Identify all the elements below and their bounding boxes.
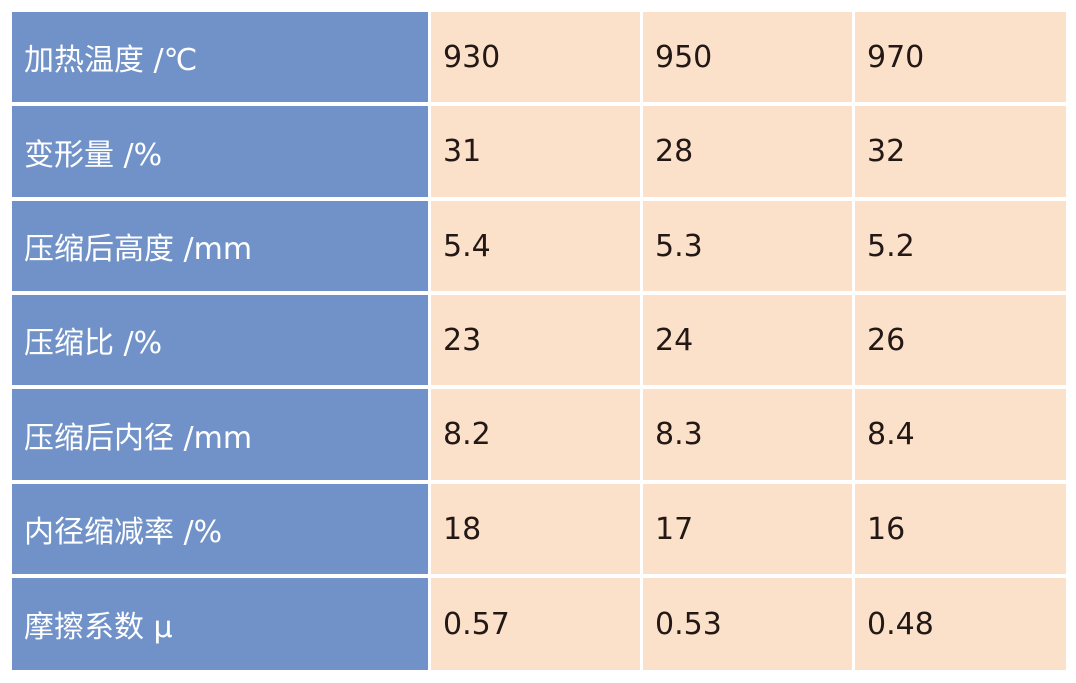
table-cell: 950 <box>643 12 852 102</box>
row-header: 加热温度 /℃ <box>12 12 428 102</box>
table-cell: 23 <box>431 295 640 385</box>
table-cell: 31 <box>431 106 640 197</box>
table-cell: 24 <box>643 295 852 385</box>
row-header: 压缩后内径 /mm <box>12 389 428 480</box>
table-cell: 8.4 <box>855 389 1066 480</box>
row-header: 摩擦系数 μ <box>12 578 428 670</box>
table-cell: 8.2 <box>431 389 640 480</box>
table-cell: 5.2 <box>855 201 1066 291</box>
table-cell: 32 <box>855 106 1066 197</box>
table-cell: 0.57 <box>431 578 640 670</box>
table-cell: 16 <box>855 484 1066 574</box>
row-header: 压缩比 /% <box>12 295 428 385</box>
table-cell: 930 <box>431 12 640 102</box>
row-header: 变形量 /% <box>12 106 428 197</box>
table-cell: 18 <box>431 484 640 574</box>
table-cell: 970 <box>855 12 1066 102</box>
table-cell: 8.3 <box>643 389 852 480</box>
table-cell: 0.53 <box>643 578 852 670</box>
table-cell: 26 <box>855 295 1066 385</box>
table-cell: 5.4 <box>431 201 640 291</box>
row-header: 内径缩减率 /% <box>12 484 428 574</box>
table-cell: 28 <box>643 106 852 197</box>
table-cell: 17 <box>643 484 852 574</box>
row-header: 压缩后高度 /mm <box>12 201 428 291</box>
table-cell: 0.48 <box>855 578 1066 670</box>
table-cell: 5.3 <box>643 201 852 291</box>
